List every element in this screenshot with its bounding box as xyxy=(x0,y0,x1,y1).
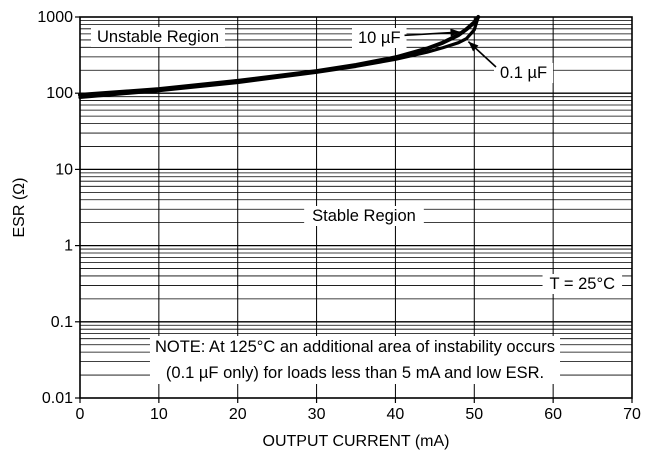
y-tick-label: 1 xyxy=(64,238,73,255)
arrow-10uf-head xyxy=(450,28,461,37)
curves xyxy=(78,15,481,100)
label-background xyxy=(494,63,554,83)
note-line-2: (0.1 µF only) for loads less than 5 mA a… xyxy=(166,364,544,382)
label-background xyxy=(542,274,623,294)
y-tick-label: 10 xyxy=(55,161,73,178)
x-tick-label: 30 xyxy=(308,406,326,423)
arrow-0-1uf-head xyxy=(468,41,479,52)
x-tick-label: 60 xyxy=(544,406,562,423)
y-tick-label: 0.1 xyxy=(51,314,73,331)
x-tick-label: 70 xyxy=(623,406,641,423)
series-line xyxy=(78,15,480,100)
label-background xyxy=(91,27,225,47)
note-background xyxy=(149,336,561,384)
series-label-0-1uf: 0.1 µF xyxy=(500,64,547,82)
unstable-region-label: Unstable Region xyxy=(97,28,219,46)
note-line-1: NOTE: At 125°C an additional area of ins… xyxy=(155,338,555,356)
stable-region-label: Stable Region xyxy=(312,207,416,225)
series-line xyxy=(78,15,481,97)
tick-labels: 0 10 20 30 40 50 60 70 0.01 0.1 1 10 100 1000 xyxy=(37,9,641,423)
label-background xyxy=(352,28,407,48)
label-background xyxy=(304,206,424,226)
x-tick-label: 0 xyxy=(76,406,85,423)
series-arrows xyxy=(404,28,497,68)
y-tick-label: 1000 xyxy=(37,9,73,26)
x-tick-label: 50 xyxy=(465,406,483,423)
x-tick-label: 40 xyxy=(387,406,405,423)
y-tick-label: 0.01 xyxy=(42,390,73,407)
y-tick-label: 100 xyxy=(46,85,73,102)
annotation-backgrounds xyxy=(91,27,623,384)
axis-ticks xyxy=(75,16,633,403)
x-axis-title: OUTPUT CURRENT (mA) xyxy=(263,433,450,450)
plot-frame xyxy=(79,16,633,399)
y-axis-title: ESR (Ω) xyxy=(11,178,28,238)
series-label-10uf: 10 µF xyxy=(358,29,401,47)
x-tick-label: 20 xyxy=(229,406,247,423)
x-tick-label: 10 xyxy=(150,406,168,423)
temperature-label: T = 25°C xyxy=(550,275,616,293)
